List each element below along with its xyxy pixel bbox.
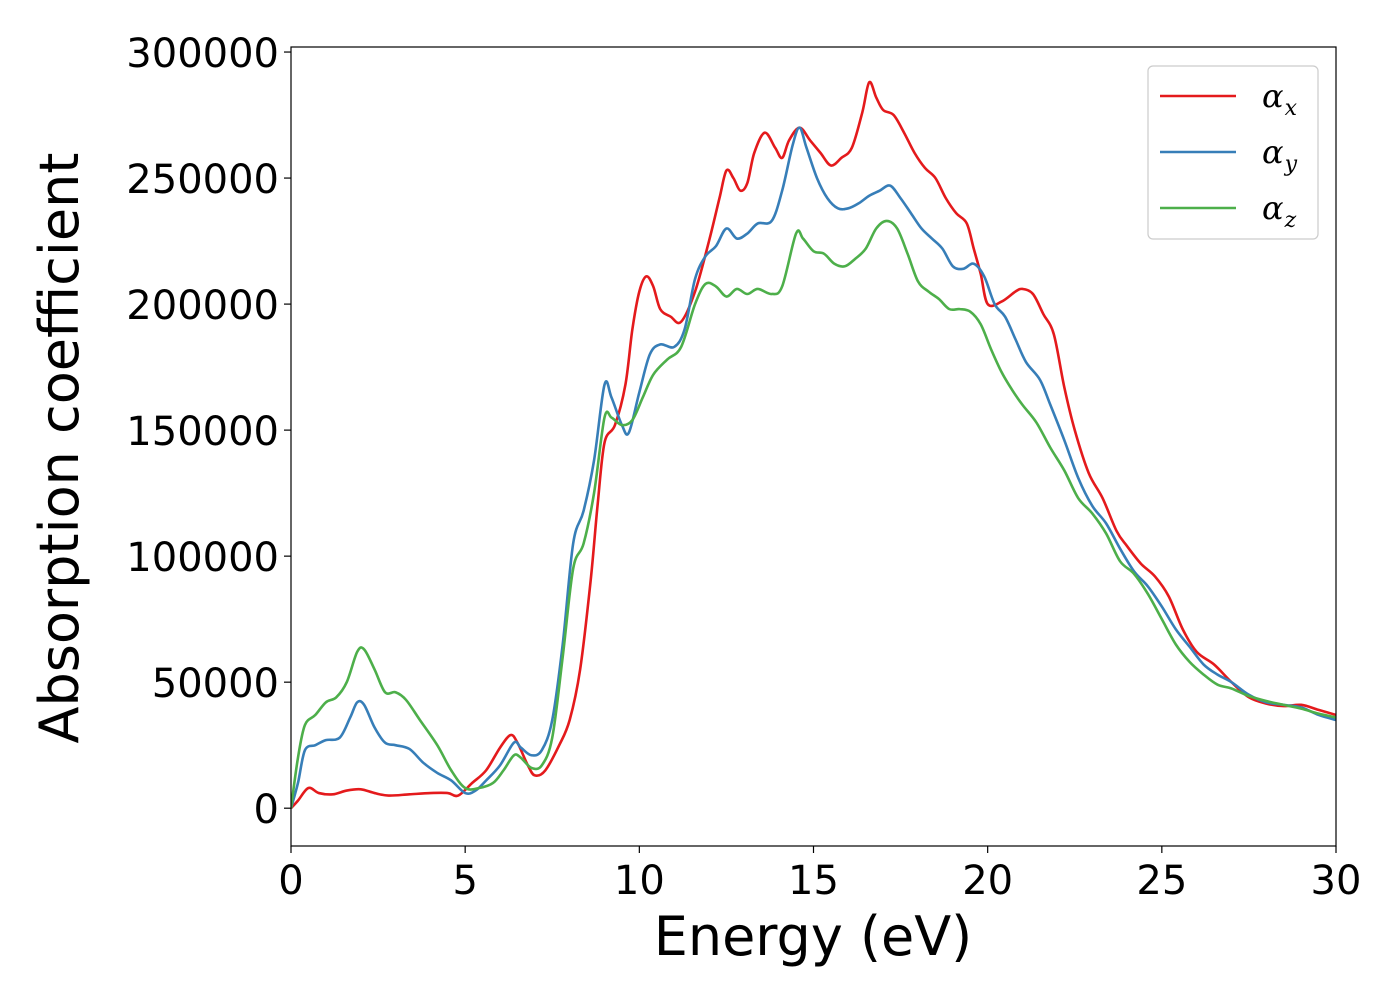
x-tick-label: 30: [1311, 858, 1362, 904]
legend-label-y: αy: [1262, 133, 1298, 177]
legend: αx αy αz: [1147, 65, 1319, 240]
axes-layer: 0 5 10 15 20 25 30 0 50000 100000 150000 200000 2500…: [126, 31, 1361, 904]
x-tick-label: 20: [962, 858, 1013, 904]
y-tick-label: 250000: [126, 157, 279, 203]
y-tick-label: 50000: [152, 661, 279, 707]
x-tick-label: 15: [788, 858, 839, 904]
x-tick-label: 0: [278, 858, 303, 904]
series-line-x: [291, 80, 1336, 810]
series-line-y: [291, 126, 1336, 809]
series-line-z: [291, 219, 1336, 809]
legend-label-x: αx: [1262, 77, 1298, 121]
y-tick-label: 100000: [126, 535, 279, 581]
x-tick-label: 25: [1136, 858, 1187, 904]
x-tick-label: 10: [614, 858, 665, 904]
series-layer: [291, 80, 1336, 810]
y-tick-label: 200000: [126, 283, 279, 329]
x-tick-label: 5: [452, 858, 477, 904]
legend-label-z: αz: [1262, 189, 1297, 233]
y-axis-label: Absorption coefficient: [28, 153, 91, 744]
y-tick-label: 300000: [126, 31, 279, 77]
y-tick-label: 150000: [126, 409, 279, 455]
y-tick-label: 0: [254, 787, 279, 833]
x-axis-label: Energy (eV): [654, 905, 973, 968]
